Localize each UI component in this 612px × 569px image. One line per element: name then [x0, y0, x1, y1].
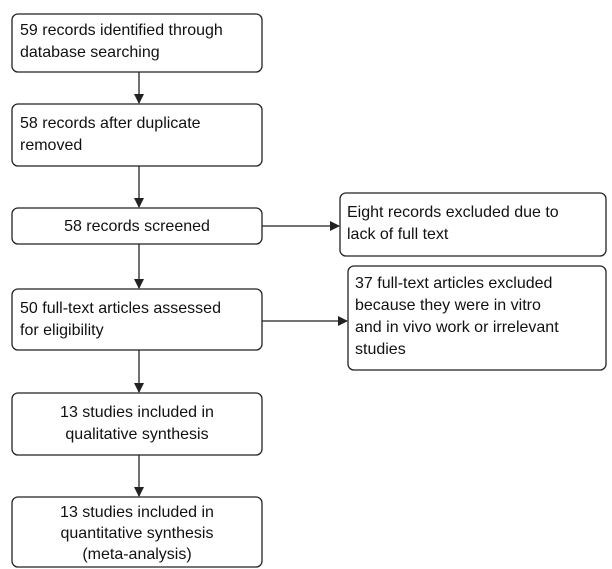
node-text: lack of full text [347, 226, 449, 243]
box [11, 103, 263, 167]
node-text: 58 records after duplicate [20, 115, 201, 132]
node-text: 58 records screened [64, 218, 210, 235]
box [11, 288, 263, 351]
node-text: 50 full-text articles assessed [20, 300, 221, 317]
box [347, 265, 607, 371]
node-text: 13 studies included in [60, 404, 214, 421]
node-text: 13 studies included in [60, 504, 214, 521]
node-text: quantitative synthesis [61, 525, 214, 542]
node-text: database searching [20, 44, 160, 61]
node-text: qualitative synthesis [65, 426, 208, 443]
node-text: Eight records excluded due to [347, 204, 559, 221]
node-text: 59 records identified through [20, 22, 223, 39]
box [339, 192, 607, 257]
box [11, 392, 263, 456]
node-text: 37 full-text articles excluded [355, 275, 552, 292]
node-text: because they were in vitro [355, 297, 541, 314]
box [11, 13, 263, 73]
box [11, 496, 263, 568]
node-text: and in vivo work or irrelevant [355, 319, 559, 336]
node-text: for eligibility [20, 322, 104, 339]
node-text: removed [20, 137, 82, 154]
node-text: (meta-analysis) [82, 546, 191, 563]
node-text: studies [355, 341, 406, 358]
box [11, 207, 263, 245]
